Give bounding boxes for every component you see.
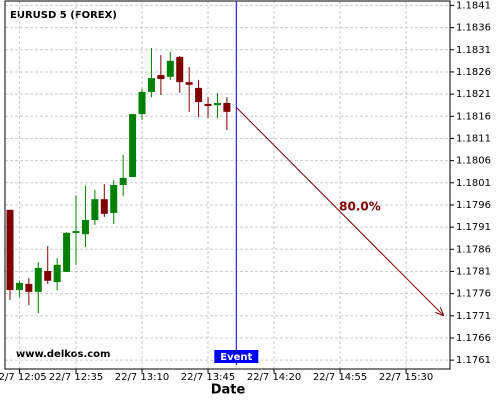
candle-body	[213, 102, 221, 106]
candle-body	[157, 75, 165, 80]
y-tick-label: 1.1801	[456, 178, 491, 189]
candle-body	[119, 177, 127, 185]
y-tick-label: 1.1796	[456, 200, 491, 211]
y-tick-label: 1.1771	[456, 311, 491, 322]
arrow-head	[439, 307, 445, 316]
y-tick-label: 1.1816	[456, 111, 491, 122]
chart-title: EURUSD 5 (FOREX)	[10, 10, 117, 21]
candle-body	[166, 60, 174, 77]
x-tick-label: 22/7 13:10	[115, 372, 169, 383]
candle-body	[100, 199, 108, 214]
candle-body	[185, 82, 193, 85]
y-tick-label: 1.1781	[456, 266, 491, 277]
plot-frame	[4, 0, 451, 370]
candle-body	[195, 87, 203, 103]
candle-body	[72, 231, 80, 233]
x-tick-label: 22/7 14:55	[313, 372, 367, 383]
candle-body	[91, 199, 99, 221]
y-tick-label: 1.1836	[456, 23, 491, 34]
y-tick-label: 1.1761	[456, 355, 491, 366]
candle-body	[6, 209, 14, 291]
y-tick-label: 1.1791	[456, 222, 491, 233]
candle-body	[176, 56, 184, 83]
x-tick-label: 22/7 12:05	[0, 372, 47, 383]
x-tick-label: 22/7 13:45	[181, 372, 235, 383]
y-tick-label: 1.1786	[456, 244, 491, 255]
y-tick-label: 1.1776	[456, 289, 491, 300]
candle-body	[204, 103, 212, 107]
y-tick-label: 1.1826	[456, 67, 491, 78]
candle-body	[15, 282, 23, 291]
candle-body	[147, 78, 155, 92]
candle-body	[223, 102, 231, 112]
x-tick-label: 22/7 15:30	[379, 372, 433, 383]
forecast-arrow	[235, 107, 445, 317]
candle-body	[63, 232, 71, 272]
y-tick-label: 1.1821	[456, 89, 491, 100]
y-tick-label: 1.1831	[456, 45, 491, 56]
candle-body	[53, 264, 61, 283]
y-tick-label: 1.1841	[456, 0, 491, 11]
candle-body	[44, 271, 52, 281]
forecast-label: 80.0%	[339, 200, 381, 214]
candle-body	[110, 185, 118, 213]
candle-body	[129, 114, 137, 178]
candle-body	[138, 91, 146, 115]
x-tick-label: 22/7 14:20	[247, 372, 301, 383]
y-tick-label: 1.1766	[456, 333, 491, 344]
y-tick-label: 1.1806	[456, 156, 491, 167]
watermark: www.delkos.com	[16, 349, 110, 360]
x-tick-label: 22/7 12:35	[49, 372, 103, 383]
candle-body	[25, 283, 33, 292]
event-box	[214, 350, 259, 363]
candle-body	[34, 267, 42, 292]
candle-body	[81, 220, 89, 235]
event-label: Event	[220, 352, 252, 363]
x-axis-label: Date	[211, 383, 246, 398]
y-tick-label: 1.1811	[456, 133, 491, 144]
arrow-head	[435, 311, 444, 317]
